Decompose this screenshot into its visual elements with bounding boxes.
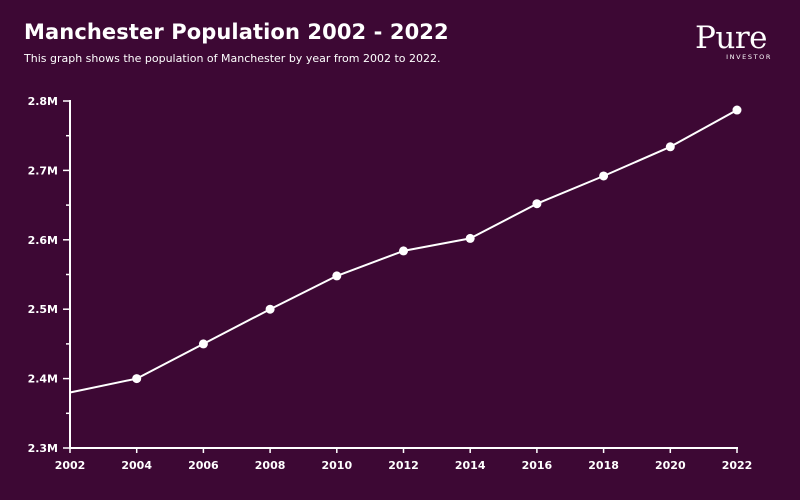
- data-point: [665, 142, 675, 152]
- data-point: [132, 374, 142, 384]
- data-point: [599, 171, 609, 181]
- y-tick-label: 2.6M: [28, 234, 58, 247]
- data-point: [399, 246, 408, 256]
- x-tick-label: 2020: [655, 459, 686, 472]
- data-point: [198, 339, 208, 349]
- x-tick-label: 2004: [121, 459, 152, 472]
- logo-subtext: INVESTOR: [726, 53, 772, 61]
- y-tick-label: 2.7M: [28, 164, 58, 177]
- y-tick-label: 2.4M: [28, 373, 58, 386]
- y-tick-label: 2.3M: [28, 442, 58, 455]
- data-point: [265, 304, 275, 314]
- data-point: [465, 233, 475, 243]
- y-tick-label: 2.5M: [28, 303, 58, 316]
- x-tick-label: 2016: [522, 459, 553, 472]
- x-tick-label: 2014: [455, 459, 486, 472]
- x-tick-label: 2008: [255, 459, 286, 472]
- logo-wordmark: Pure: [695, 20, 768, 56]
- x-tick-label: 2006: [188, 459, 219, 472]
- x-tick-label: 2018: [588, 459, 619, 472]
- pure-investor-logo: Pure INVESTOR: [688, 22, 774, 61]
- x-tick-label: 2002: [55, 459, 86, 472]
- data-point: [332, 271, 342, 281]
- chart-title: Manchester Population 2002 - 2022: [24, 20, 449, 44]
- x-tick-label: 2010: [321, 459, 352, 472]
- x-tick-label: 2022: [722, 459, 753, 472]
- chart-subtitle: This graph shows the population of Manch…: [24, 52, 441, 65]
- x-tick-label: 2012: [388, 459, 419, 472]
- data-point: [532, 199, 542, 209]
- y-tick-label: 2.8M: [28, 95, 58, 108]
- data-point: [732, 105, 742, 115]
